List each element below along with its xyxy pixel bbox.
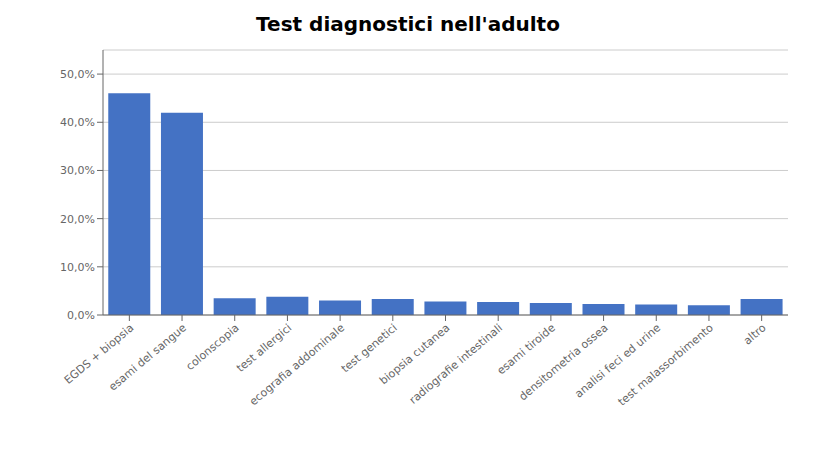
svg-text:0,0%: 0,0% [67, 309, 95, 322]
svg-text:40,0%: 40,0% [60, 116, 95, 129]
svg-text:biopsia cutanea: biopsia cutanea [377, 321, 453, 388]
svg-text:analisi feci ed urine: analisi feci ed urine [572, 321, 663, 400]
svg-text:50,0%: 50,0% [60, 68, 95, 81]
svg-text:esami del sangue: esami del sangue [106, 321, 189, 393]
svg-text:test allergici: test allergici [234, 321, 295, 375]
svg-text:30,0%: 30,0% [60, 164, 95, 177]
svg-text:colonscopia: colonscopia [184, 321, 242, 373]
svg-text:EGDS + biopsia: EGDS + biopsia [61, 321, 137, 387]
svg-text:esami tiroide: esami tiroide [494, 321, 558, 378]
svg-text:20,0%: 20,0% [60, 213, 95, 226]
svg-text:test malassorbimento: test malassorbimento [616, 321, 717, 408]
svg-text:10,0%: 10,0% [60, 261, 95, 274]
svg-text:ecografia addominale: ecografia addominale [247, 321, 347, 408]
svg-text:test genetici: test genetici [338, 321, 400, 376]
html-text:Test diagnostici nell'adulto: Test diagnostici nell'adulto [256, 12, 560, 36]
svg-text:altro: altro [741, 321, 769, 347]
svg-text:densitometria ossea: densitometria ossea [516, 321, 610, 403]
svg-text:radiografie intestinali: radiografie intestinali [407, 321, 505, 406]
